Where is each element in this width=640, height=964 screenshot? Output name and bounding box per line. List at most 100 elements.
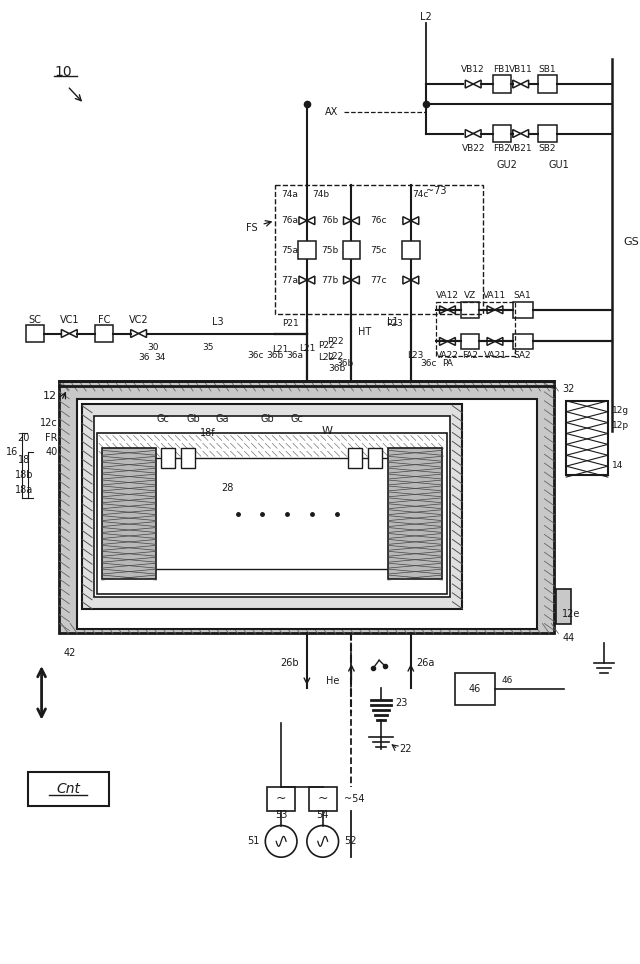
Bar (388, 448, 442, 579)
Text: 14: 14 (612, 461, 623, 469)
Text: L22: L22 (319, 353, 335, 362)
Text: VB22: VB22 (461, 144, 485, 153)
Text: VA11: VA11 (483, 291, 506, 301)
Text: Gc: Gc (291, 414, 303, 423)
Text: FA2: FA2 (462, 351, 478, 360)
Text: 74b: 74b (312, 191, 329, 200)
Text: 36: 36 (138, 353, 149, 362)
Bar (538, 124, 557, 143)
Text: 52: 52 (344, 837, 357, 846)
Text: 18b: 18b (15, 470, 33, 480)
Bar (122, 458, 422, 569)
Bar (493, 75, 511, 93)
Text: 36c: 36c (420, 359, 437, 367)
Bar (161, 448, 175, 469)
Text: P22: P22 (318, 341, 335, 350)
Bar (298, 241, 316, 259)
Bar (268, 787, 295, 811)
Text: VC1: VC1 (60, 314, 79, 325)
Bar (461, 334, 479, 349)
Text: 23: 23 (395, 698, 407, 708)
Text: VZ: VZ (464, 291, 476, 301)
Text: ~: ~ (276, 792, 286, 805)
Text: L21: L21 (299, 344, 316, 353)
Text: 77b: 77b (321, 276, 338, 284)
Text: 34: 34 (155, 353, 166, 362)
Text: SB2: SB2 (539, 144, 556, 153)
Bar (566, 401, 608, 475)
Bar (60, 381, 554, 633)
Text: 26b: 26b (280, 658, 299, 668)
Text: FC: FC (98, 314, 110, 325)
Text: 42: 42 (63, 648, 76, 658)
Text: 22: 22 (399, 744, 412, 754)
Text: 76c: 76c (370, 216, 387, 226)
Bar (28, 772, 109, 806)
Bar (77, 399, 536, 629)
Text: P23: P23 (386, 319, 403, 328)
Bar (402, 241, 420, 259)
Text: VB21: VB21 (509, 144, 532, 153)
Text: He: He (326, 676, 340, 686)
Text: 18f: 18f (200, 428, 216, 439)
Text: Ga: Ga (216, 414, 230, 423)
Text: 16: 16 (6, 447, 18, 457)
Text: L22: L22 (326, 352, 343, 361)
Bar (97, 434, 447, 594)
Text: L1: L1 (387, 316, 399, 327)
Text: W: W (321, 425, 332, 436)
Text: P22: P22 (326, 337, 343, 346)
Text: FR: FR (45, 434, 58, 443)
Text: 76a: 76a (281, 216, 298, 226)
Text: 26a: 26a (416, 658, 434, 668)
Bar (181, 448, 195, 469)
Text: 36b: 36b (337, 359, 354, 367)
Text: FS: FS (246, 223, 257, 232)
Text: 51: 51 (247, 837, 259, 846)
Text: VB11: VB11 (509, 65, 532, 73)
Text: 36b: 36b (328, 363, 345, 373)
Bar (275, 185, 483, 313)
Bar (436, 302, 515, 357)
Bar (26, 325, 44, 342)
Bar (342, 241, 360, 259)
Text: 54: 54 (317, 810, 329, 819)
Text: 36a: 36a (287, 351, 303, 360)
Bar (95, 325, 113, 342)
Text: L21: L21 (272, 345, 289, 354)
Text: PA: PA (442, 359, 453, 367)
Text: 77c: 77c (370, 276, 387, 284)
Text: 53: 53 (275, 810, 287, 819)
Bar (513, 334, 532, 349)
Text: 76b: 76b (321, 216, 338, 226)
Text: GU1: GU1 (549, 160, 570, 171)
Text: VA21: VA21 (483, 351, 506, 360)
Bar (461, 302, 479, 318)
Text: VB12: VB12 (461, 65, 485, 73)
Text: 18: 18 (18, 455, 30, 466)
Text: AX: AX (325, 107, 339, 117)
Text: 75a: 75a (281, 246, 298, 254)
Text: Gb: Gb (186, 414, 200, 423)
Text: 75c: 75c (370, 246, 387, 254)
Text: Gc: Gc (157, 414, 170, 423)
Text: 32: 32 (563, 384, 575, 394)
Text: VA12: VA12 (436, 291, 459, 301)
Text: 44: 44 (563, 633, 575, 643)
Text: SB1: SB1 (539, 65, 556, 73)
Bar (456, 673, 495, 705)
Text: L23: L23 (408, 351, 424, 360)
Text: 12g: 12g (612, 406, 629, 415)
Text: GU2: GU2 (497, 160, 517, 171)
Bar (82, 404, 462, 608)
Text: VA22: VA22 (436, 351, 459, 360)
Bar (309, 787, 337, 811)
Text: 18a: 18a (15, 485, 33, 495)
Text: SA1: SA1 (514, 291, 532, 301)
Text: 20: 20 (17, 434, 30, 443)
Text: 12: 12 (44, 390, 58, 401)
Text: 77a: 77a (281, 276, 298, 284)
Text: 10: 10 (54, 66, 72, 79)
Bar (348, 448, 362, 469)
Text: P21: P21 (282, 319, 299, 328)
